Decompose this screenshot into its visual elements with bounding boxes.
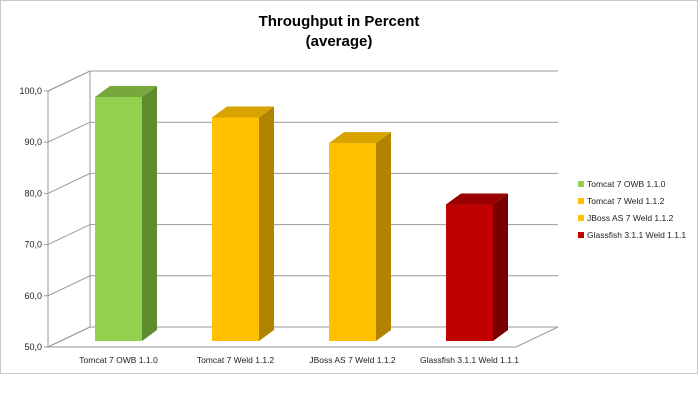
- category-label: JBoss AS 7 Weld 1.1.2: [309, 355, 396, 365]
- gridline: [47, 121, 558, 143]
- axis-layer: 50,0 60,0 70,0 80,0 90,0 100,0: [19, 70, 559, 352]
- bar-side: [493, 193, 508, 341]
- legend: Tomcat 7 OWB 1.1.0 Tomcat 7 Weld 1.1.2 JBo…: [578, 179, 686, 240]
- gridline: [47, 172, 558, 194]
- category-label: Glassfish 3.1.1 Weld 1.1.1: [420, 355, 519, 365]
- bar-front: [446, 204, 493, 341]
- bar: [446, 193, 508, 341]
- legend-swatch: [578, 198, 584, 204]
- chart-title-line-1: Throughput in Percent: [259, 13, 420, 30]
- bar-top: [446, 193, 508, 205]
- category-label: Tomcat 7 OWB 1.1.0: [79, 355, 158, 365]
- legend-swatch: [578, 181, 584, 187]
- legend-swatch: [578, 215, 584, 221]
- legend-label: Glassfish 3.1.1 Weld 1.1.1: [587, 230, 686, 240]
- legend-label: JBoss AS 7 Weld 1.1.2: [587, 213, 674, 223]
- y-tick-label: 50,0: [24, 342, 42, 352]
- bar: [329, 132, 391, 341]
- chart-left-wall: [47, 70, 91, 348]
- bar-front: [212, 117, 259, 341]
- throughput-chart: Throughput in Percent (average) 50,0 60,0…: [19, 13, 686, 365]
- y-tick-label: 80,0: [24, 188, 42, 198]
- bar-side: [376, 132, 391, 341]
- bar-side: [259, 106, 274, 341]
- y-tick-label: 90,0: [24, 137, 42, 147]
- category-labels: Tomcat 7 OWB 1.1.0 Tomcat 7 Weld 1.1.2 JBo…: [79, 355, 519, 365]
- bar-side: [142, 86, 157, 341]
- bar-top: [329, 132, 391, 144]
- gridline: [47, 275, 558, 297]
- gridline: [47, 70, 558, 92]
- bar-front: [329, 143, 376, 341]
- bar-top: [212, 106, 274, 118]
- bar: [212, 106, 274, 341]
- chart-title-line-2: (average): [306, 33, 373, 50]
- category-label: Tomcat 7 Weld 1.1.2: [197, 355, 275, 365]
- y-tick-label: 70,0: [24, 240, 42, 250]
- bars-layer: [95, 86, 508, 341]
- y-tick-label: 100,0: [19, 86, 42, 96]
- bar-top: [95, 86, 157, 97]
- chart-floor: [47, 326, 559, 348]
- chart-frame: Throughput in Percent (average) 50,0 60,0…: [0, 0, 698, 374]
- legend-label: Tomcat 7 Weld 1.1.2: [587, 196, 665, 206]
- bar: [95, 86, 157, 341]
- legend-label: Tomcat 7 OWB 1.1.0: [587, 179, 666, 189]
- y-tick-label: 60,0: [24, 291, 42, 301]
- gridline: [47, 224, 558, 246]
- legend-swatch: [578, 232, 584, 238]
- bar-front: [95, 97, 142, 341]
